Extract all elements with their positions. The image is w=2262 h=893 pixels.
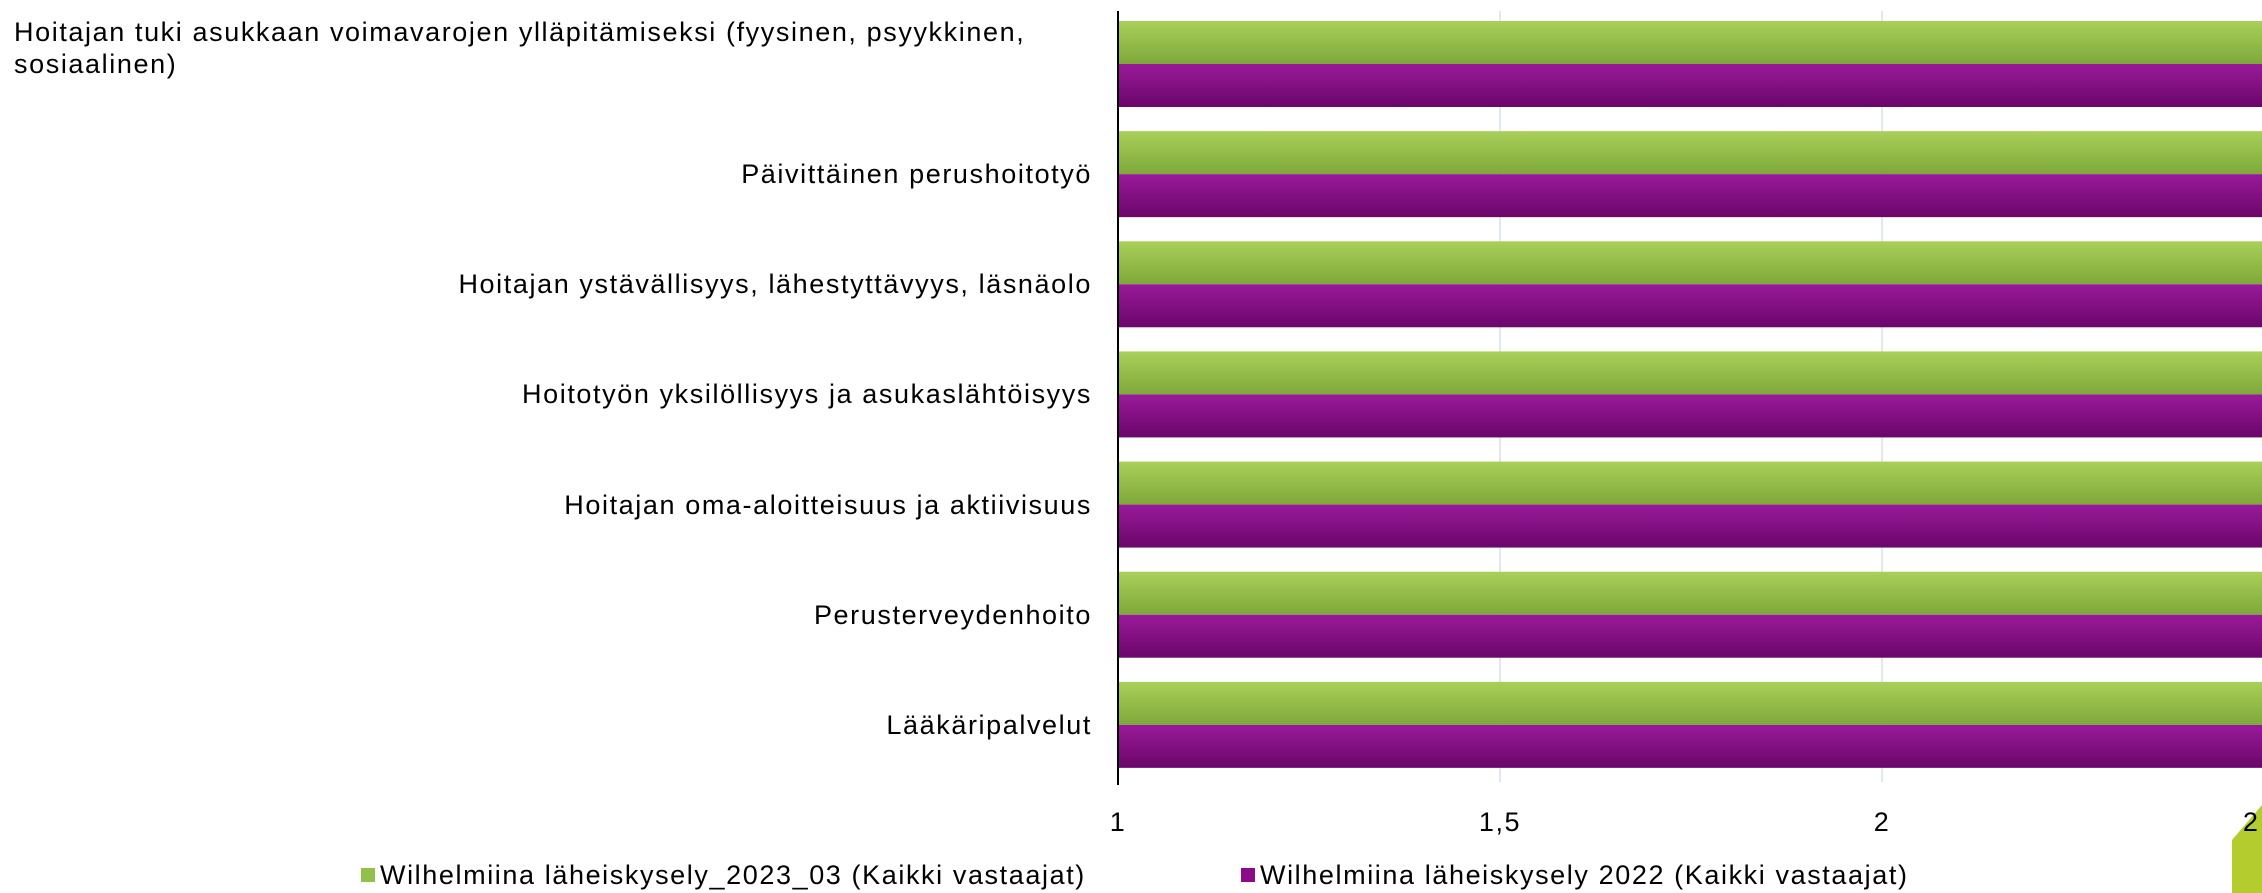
x-tick-label: 2 xyxy=(1874,807,1891,837)
legend-marker xyxy=(361,868,375,882)
legend-label: Wilhelmiina läheiskysely_2023_03 (Kaikki… xyxy=(380,860,1086,890)
category-label: Lääkäripalvelut xyxy=(886,709,1092,740)
bar xyxy=(1118,131,2262,175)
category-label: Hoitajan tuki asukkaan voimavarojen yllä… xyxy=(14,17,1026,79)
bar xyxy=(1118,681,2262,725)
x-tick-label: 2,5 xyxy=(2243,807,2262,837)
category-label: Perusterveydenhoito xyxy=(813,599,1092,630)
x-tick-label: 1,5 xyxy=(1479,807,1521,837)
category-label: Hoitajan oma-aloitteisuus ja aktiivisuus xyxy=(564,489,1092,520)
x-tick-label: 1 xyxy=(1110,807,1127,837)
corner-decoration xyxy=(2232,805,2262,893)
legend-label: Wilhelmiina läheiskysely 2022 (Kaikki va… xyxy=(1260,860,1909,890)
legend-marker xyxy=(1241,868,1255,882)
bar xyxy=(1118,351,2262,395)
bar xyxy=(1118,64,2262,107)
category-label: Päivittäinen perushoitotyö xyxy=(741,159,1092,190)
bar xyxy=(1118,241,2262,285)
bar xyxy=(1118,614,2262,658)
bar xyxy=(1118,461,2262,505)
bar xyxy=(1118,724,2262,768)
bar xyxy=(1118,21,2262,64)
bar xyxy=(1118,394,2262,438)
bar xyxy=(1118,504,2262,548)
bar xyxy=(1118,284,2262,328)
bar xyxy=(1118,174,2262,218)
category-label: Hoitotyön yksilöllisyys ja asukaslähtöis… xyxy=(522,379,1092,410)
category-label: Hoitajan ystävällisyys, lähestyttävyys, … xyxy=(458,269,1092,300)
bar xyxy=(1118,571,2262,615)
